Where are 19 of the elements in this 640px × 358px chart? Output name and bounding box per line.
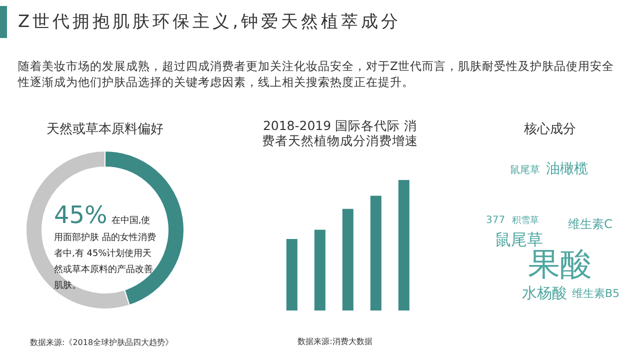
text: 核心成分: [524, 122, 576, 137]
chart-title: 天然或草本原料偏好: [46, 122, 164, 137]
bar: [314, 230, 326, 311]
bar: [398, 180, 410, 311]
text: Z世代拥抱肌肤环保主义,钟爱天然植萃成分: [18, 12, 402, 32]
text: 维生素C: [568, 217, 612, 231]
source-note: 数据来源:消费大数据: [298, 337, 372, 346]
text: 随着美妆市场的发展成熟，超过四成消费者更加关注化妆品安全，对于Z世代而言，肌肤耐受性及护肤品使用安全性逐渐成为他们护肤品选择的关键考虑因素，线上相关搜索热度正在提升。: [18, 59, 614, 89]
source-note: 数据来源:《2018全球护肤品四大趋势》: [30, 338, 174, 347]
text: 水杨酸: [522, 284, 567, 302]
text: 油橄榄: [546, 161, 588, 177]
bar: [286, 238, 298, 311]
chart-title: 2018-2019 国际各代际 消费者天然植物成分消费增速: [262, 118, 418, 148]
bar: [370, 196, 382, 311]
text: 积雪草: [512, 216, 539, 226]
text: 维生素B5: [572, 287, 620, 300]
bar: [342, 208, 354, 311]
text: 377: [486, 215, 506, 226]
text: 鼠尾草: [510, 165, 540, 176]
